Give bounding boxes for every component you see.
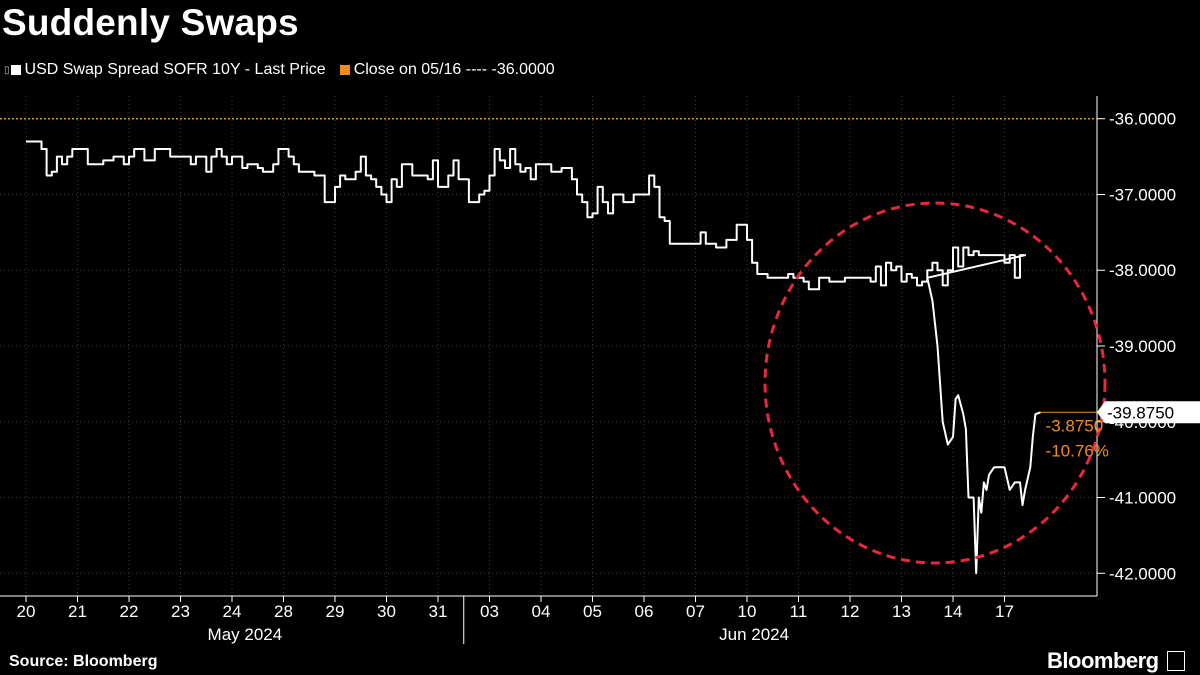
month-label-may: May 2024 (208, 625, 283, 644)
series-line-last-price (26, 140, 1041, 575)
change-annotation: -3.8750 (1046, 416, 1104, 435)
x-tick-label: 28 (274, 602, 293, 621)
x-tick-label: 03 (480, 602, 499, 621)
brand-name: Bloomberg (1047, 648, 1159, 673)
month-label-jun: Jun 2024 (719, 625, 789, 644)
x-tick-label: 31 (429, 602, 448, 621)
x-tick-label: 22 (120, 602, 139, 621)
y-tick-label: -38.0000 (1109, 261, 1176, 280)
x-tick-label: 30 (377, 602, 396, 621)
source-note: Source: Bloomberg (9, 653, 158, 670)
legend-label-last-price: USD Swap Spread SOFR 10Y - Last Price (24, 61, 326, 78)
axis-labels: -36.0000-37.0000-38.0000-39.0000-40.0000… (17, 110, 1200, 644)
legend-item-close[interactable]: Close on 05/16 ---- -36.0000 (339, 61, 555, 79)
x-tick-label: 24 (223, 602, 242, 621)
x-tick-label: 21 (68, 602, 87, 621)
x-tick-label: 06 (635, 602, 654, 621)
x-tick-label: 13 (892, 602, 911, 621)
x-tick-label: 10 (738, 602, 757, 621)
grid-lines (0, 96, 1097, 596)
line-series-icon: ▯ (4, 64, 10, 76)
x-tick-label: 05 (583, 602, 602, 621)
orange-swatch-icon (339, 65, 350, 75)
bloomberg-logo-icon (1166, 651, 1185, 671)
y-tick-label: -41.0000 (1109, 489, 1176, 508)
highlight-circle (763, 201, 1107, 565)
percent-change-annotation: -10.76% (1046, 441, 1109, 460)
last-value-badge (1097, 401, 1200, 424)
x-tick-label: 17 (995, 602, 1014, 621)
x-tick-label: 29 (326, 602, 345, 621)
x-tick-label: 07 (686, 602, 705, 621)
x-tick-label: 23 (171, 602, 190, 621)
x-tick-label: 11 (790, 602, 808, 621)
white-swatch-icon (10, 65, 21, 75)
y-tick-label: -39.0000 (1109, 337, 1176, 356)
x-tick-label: 14 (944, 602, 963, 621)
x-tick-label: 04 (532, 602, 551, 621)
bloomberg-logo: Bloomberg (1047, 648, 1185, 674)
chart-title: Suddenly Swaps (2, 2, 299, 43)
x-tick-label: 12 (841, 602, 860, 621)
y-tick-label: -42.0000 (1109, 564, 1176, 583)
y-tick-label: -36.0000 (1109, 110, 1176, 129)
x-tick-label: 20 (17, 602, 36, 621)
y-tick-label: -37.0000 (1109, 185, 1176, 204)
legend: ▯ USD Swap Spread SOFR 10Y - Last Price … (4, 61, 569, 79)
legend-label-close: Close on 05/16 ---- -36.0000 (353, 61, 555, 78)
last-value-label: -39.8750 (1107, 403, 1174, 422)
legend-item-last-price[interactable]: ▯ USD Swap Spread SOFR 10Y - Last Price (4, 61, 326, 79)
axes (0, 96, 1105, 644)
series-layer (0, 117, 1107, 575)
